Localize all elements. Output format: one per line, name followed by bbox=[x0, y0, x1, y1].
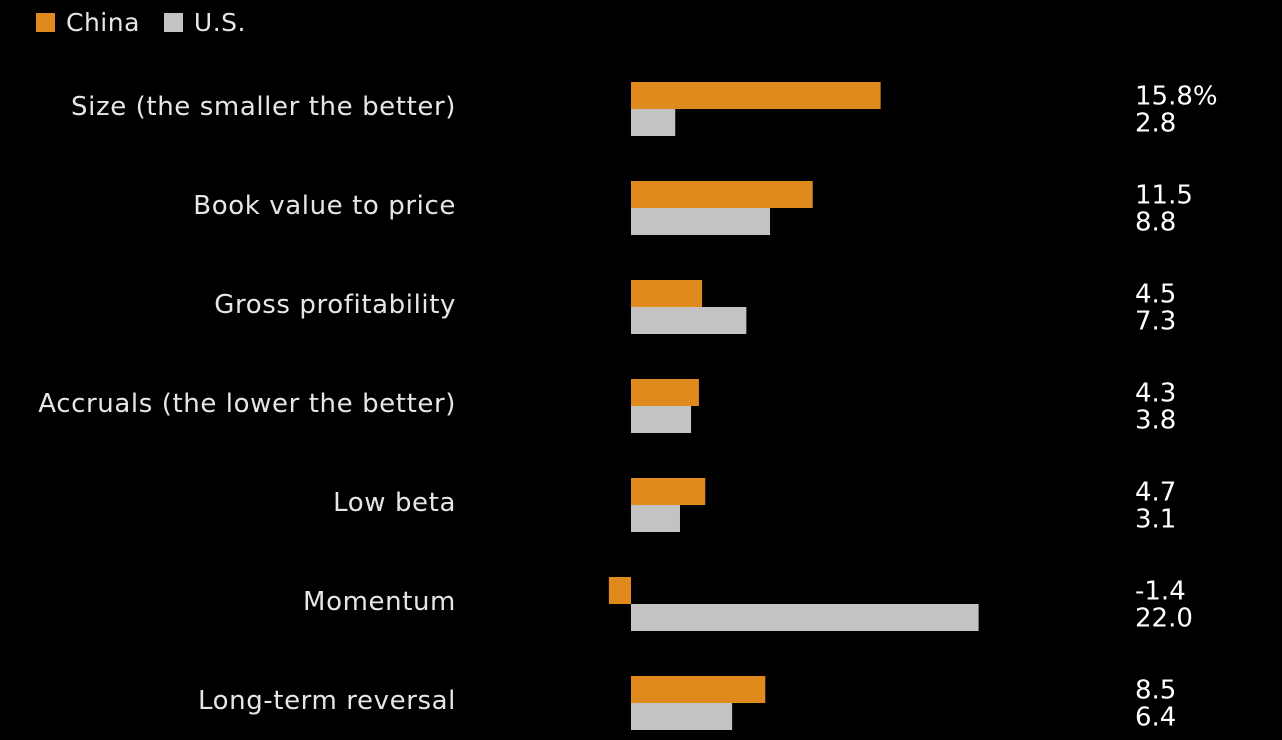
value-label-china-gross-profitability: 4.5 bbox=[1135, 280, 1176, 310]
bar-china-gross-profitability bbox=[631, 280, 703, 307]
value-label-u-s-gross-profitability: 7.3 bbox=[1135, 307, 1176, 337]
bar-u-s-long-term-reversal bbox=[631, 703, 733, 730]
value-label-china-size-the-smaller-the-better: 15.8% bbox=[1135, 82, 1218, 112]
value-label-china-long-term-reversal: 8.5 bbox=[1135, 676, 1176, 706]
bar-china-size-the-smaller-the-better bbox=[631, 82, 881, 109]
value-label-u-s-book-value-to-price: 8.8 bbox=[1135, 208, 1176, 238]
legend-label-china: China bbox=[66, 7, 140, 37]
bar-china-momentum bbox=[608, 577, 631, 604]
bar-u-s-low-beta bbox=[631, 505, 680, 532]
bar-china-accruals-the-lower-the-better bbox=[631, 379, 699, 406]
bar-china-book-value-to-price bbox=[631, 181, 813, 208]
value-label-china-accruals-the-lower-the-better: 4.3 bbox=[1135, 379, 1176, 409]
value-label-u-s-long-term-reversal: 6.4 bbox=[1135, 703, 1176, 733]
bar-u-s-size-the-smaller-the-better bbox=[631, 109, 676, 136]
bar-china-long-term-reversal bbox=[631, 676, 766, 703]
chart-legend: China U.S. bbox=[36, 4, 270, 40]
bars-layer bbox=[608, 82, 979, 730]
legend-item-us: U.S. bbox=[163, 7, 246, 37]
category-label-momentum: Momentum bbox=[303, 587, 456, 617]
value-label-u-s-size-the-smaller-the-better: 2.8 bbox=[1135, 109, 1176, 139]
value-label-china-book-value-to-price: 11.5 bbox=[1135, 181, 1193, 211]
bar-china-low-beta bbox=[631, 478, 706, 505]
legend-item-china: China bbox=[36, 8, 140, 37]
category-label-low-beta: Low beta bbox=[333, 488, 456, 518]
legend-label-us: U.S. bbox=[193, 7, 246, 37]
value-label-china-low-beta: 4.7 bbox=[1135, 478, 1176, 508]
value-label-u-s-accruals-the-lower-the-better: 3.8 bbox=[1135, 406, 1176, 436]
category-label-size-the-smaller-the-better: Size (the smaller the better) bbox=[71, 92, 456, 122]
legend-swatch-us bbox=[163, 12, 183, 32]
category-label-gross-profitability: Gross profitability bbox=[214, 290, 456, 320]
value-label-u-s-low-beta: 3.1 bbox=[1135, 505, 1176, 535]
bar-u-s-accruals-the-lower-the-better bbox=[631, 406, 692, 433]
bar-u-s-book-value-to-price bbox=[631, 208, 771, 235]
category-labels-layer: Size (the smaller the better) Book value … bbox=[38, 92, 456, 716]
bar-u-s-momentum bbox=[631, 604, 979, 631]
category-label-book-value-to-price: Book value to price bbox=[193, 191, 456, 221]
bar-u-s-gross-profitability bbox=[631, 307, 747, 334]
value-labels-layer: 15.8%2.8 11.58.8 4.57.3 4.33.8 4.73.1 -1.422.… bbox=[1135, 82, 1218, 733]
category-label-long-term-reversal: Long-term reversal bbox=[198, 686, 456, 716]
value-label-u-s-momentum: 22.0 bbox=[1135, 604, 1193, 634]
legend-swatch-china bbox=[36, 12, 55, 32]
category-label-accruals-the-lower-the-better: Accruals (the lower the better) bbox=[38, 389, 456, 419]
value-label-china-momentum: -1.4 bbox=[1135, 577, 1186, 607]
